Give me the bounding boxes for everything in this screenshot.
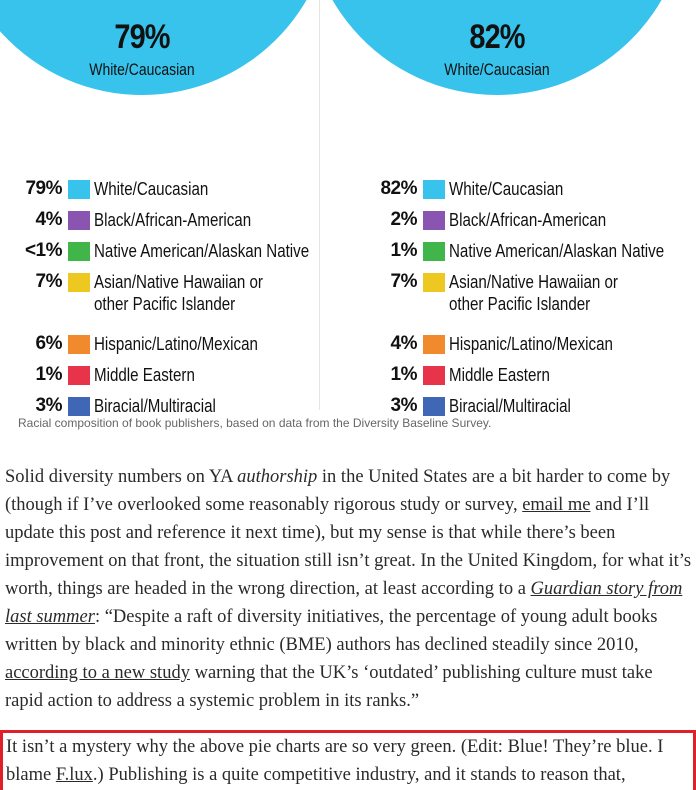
email-me-link[interactable]: email me bbox=[522, 495, 591, 515]
legend-row-biracial-multiracial: 3% Biracial/Multiracial bbox=[6, 395, 239, 417]
p1-text-2: in the United States are a bit harder to… bbox=[5, 467, 671, 515]
pie-charts-svg bbox=[0, 0, 662, 96]
legend-category-label: Asian/Native Hawaiian or other Pacific Is… bbox=[449, 271, 618, 315]
legend-row-hispanic-latino-mexican: 4% Hispanic/Latino/Mexican bbox=[361, 333, 644, 355]
legend-category-label: Native American/Alaskan Native bbox=[449, 240, 664, 262]
legend-swatch bbox=[423, 180, 445, 199]
legend-category-label: Black/African-American bbox=[94, 209, 251, 231]
legend-swatch bbox=[423, 273, 445, 292]
legend-swatch bbox=[68, 211, 90, 230]
legend-swatch bbox=[68, 335, 90, 354]
legend-category-line: other Pacific Islander bbox=[94, 294, 236, 314]
legend-category-label: Native American/Alaskan Native bbox=[94, 240, 309, 262]
legend-row-biracial-multiracial: 3% Biracial/Multiracial bbox=[361, 395, 594, 417]
legend-category-line: Middle Eastern bbox=[94, 365, 195, 385]
pie-right-center-percent: 82% bbox=[469, 18, 525, 56]
legend-row-native-american-alaskan-native: <1% Native American/Alaskan Native bbox=[6, 240, 350, 262]
flux-link[interactable]: F.lux bbox=[55, 765, 93, 785]
legend-category-line: other Pacific Islander bbox=[449, 294, 591, 314]
p1-emphasis-authorship: authorship bbox=[237, 467, 318, 487]
legend-value-label: 2% bbox=[390, 209, 418, 230]
legend-row-asian-native-hawaiian-or-other-pacific-islander: 7% Asian/Native Hawaiian or other Pacific … bbox=[361, 271, 650, 315]
body-paragraph-1: Solid diversity numbers on YA authorship… bbox=[5, 463, 695, 715]
legend-value-label: 7% bbox=[390, 271, 418, 292]
legend-value-label: 1% bbox=[35, 364, 63, 385]
legend-swatch bbox=[68, 242, 90, 261]
legend-category-label: White/Caucasian bbox=[94, 178, 208, 200]
new-study-link[interactable]: according to a new study bbox=[5, 663, 190, 683]
legend-category-label: Asian/Native Hawaiian or other Pacific Is… bbox=[94, 271, 263, 315]
legend-category-line: Hispanic/Latino/Mexican bbox=[449, 334, 613, 354]
legend-swatch bbox=[68, 180, 90, 199]
legend-row-middle-eastern: 1% Middle Eastern bbox=[6, 364, 214, 386]
highlight-box bbox=[0, 730, 696, 790]
legend-category-label: Hispanic/Latino/Mexican bbox=[449, 333, 613, 355]
legend-category-label: Biracial/Multiracial bbox=[94, 395, 216, 417]
legend-category-line: White/Caucasian bbox=[449, 179, 564, 199]
p2-text-1: It isn’t a mystery why the above pie cha… bbox=[6, 737, 664, 785]
legend-category-line: White/Caucasian bbox=[94, 179, 209, 199]
legend-swatch bbox=[423, 335, 445, 354]
legend-category-line: Native American/Alaskan Native bbox=[449, 241, 665, 261]
legend-category-label: White/Caucasian bbox=[449, 178, 563, 200]
legend-category-label: Middle Eastern bbox=[449, 364, 550, 386]
pie-charts-figure: 79% White/Caucasian 82% White/Caucasian … bbox=[0, 0, 696, 430]
legend-category-line: Middle Eastern bbox=[449, 365, 550, 385]
legend-category-line: Hispanic/Latino/Mexican bbox=[94, 334, 258, 354]
legend-value-label: 6% bbox=[35, 333, 63, 354]
pie-slice-white-caucasian bbox=[0, 0, 307, 96]
legend-category-label: Hispanic/Latino/Mexican bbox=[94, 333, 258, 355]
legend-category-label: Biracial/Multiracial bbox=[449, 395, 571, 417]
legend-value-label: 79% bbox=[25, 178, 62, 199]
pie-chart-publishers-2015 bbox=[0, 0, 307, 96]
legend-row-hispanic-latino-mexican: 6% Hispanic/Latino/Mexican bbox=[6, 333, 289, 355]
guardian-story-link[interactable]: Guardian story from last summer bbox=[5, 579, 683, 627]
legend-category-line: Black/African-American bbox=[94, 210, 252, 230]
legend-swatch bbox=[68, 273, 90, 292]
body-paragraph-2: It isn’t a mystery why the above pie cha… bbox=[6, 733, 692, 789]
legend-swatch bbox=[423, 242, 445, 261]
legend-row-asian-native-hawaiian-or-other-pacific-islander: 7% Asian/Native Hawaiian or other Pacific … bbox=[6, 271, 295, 315]
legend-row-white-caucasian: 82% White/Caucasian bbox=[361, 178, 585, 200]
legend-swatch bbox=[423, 366, 445, 385]
legend-category-line: Native American/Alaskan Native bbox=[94, 241, 310, 261]
legend-value-label: 4% bbox=[390, 333, 418, 354]
pie-left-center-label: White/Caucasian bbox=[89, 60, 195, 79]
legend-value-label: 7% bbox=[35, 271, 63, 292]
chart-divider bbox=[319, 0, 320, 410]
legend-category-line: Asian/Native Hawaiian or bbox=[449, 272, 618, 292]
legend-category-line: Biracial/Multiracial bbox=[94, 396, 216, 416]
legend-row-black-african-american: 4% Black/African-American bbox=[6, 209, 281, 231]
legend-category-label: Middle Eastern bbox=[94, 364, 195, 386]
legend-category-line: Asian/Native Hawaiian or bbox=[94, 272, 263, 292]
legend-value-label: 1% bbox=[390, 364, 418, 385]
legend-value-label: <1% bbox=[24, 240, 63, 261]
legend-category-label: Black/African-American bbox=[449, 209, 606, 231]
p1-text-4: : “Despite a raft of diversity initiativ… bbox=[5, 607, 658, 655]
pie-left-center-percent: 79% bbox=[114, 18, 170, 56]
pie-chart-publishers-2019 bbox=[332, 0, 662, 96]
legend-category-line: Biracial/Multiracial bbox=[449, 396, 571, 416]
legend-value-label: 1% bbox=[390, 240, 418, 261]
legend-swatch bbox=[68, 366, 90, 385]
legend-row-middle-eastern: 1% Middle Eastern bbox=[361, 364, 569, 386]
p1-text-3: and I’ll update this post and reference … bbox=[5, 495, 692, 599]
legend-swatch bbox=[423, 397, 445, 416]
p2-text-2: .) Publishing is a quite competitive ind… bbox=[92, 765, 626, 785]
legend-row-black-african-american: 2% Black/African-American bbox=[361, 209, 636, 231]
legend-swatch bbox=[423, 211, 445, 230]
legend-row-white-caucasian: 79% White/Caucasian bbox=[6, 178, 230, 200]
legend-value-label: 3% bbox=[35, 395, 63, 416]
legend-value-label: 4% bbox=[35, 209, 63, 230]
figure-caption: Racial composition of book publishers, b… bbox=[18, 416, 492, 430]
legend-value-label: 82% bbox=[380, 178, 417, 199]
legend-swatch bbox=[68, 397, 90, 416]
legend-row-native-american-alaskan-native: 1% Native American/Alaskan Native bbox=[361, 240, 696, 262]
p1-text-5: warning that the UK’s ‘outdated’ publish… bbox=[5, 663, 653, 711]
p1-text-1: Solid diversity numbers on YA bbox=[5, 467, 238, 487]
legend-category-line: Black/African-American bbox=[449, 210, 607, 230]
pie-slice-white-caucasian bbox=[332, 0, 662, 96]
pie-right-center-label: White/Caucasian bbox=[444, 60, 550, 79]
legend-value-label: 3% bbox=[390, 395, 418, 416]
